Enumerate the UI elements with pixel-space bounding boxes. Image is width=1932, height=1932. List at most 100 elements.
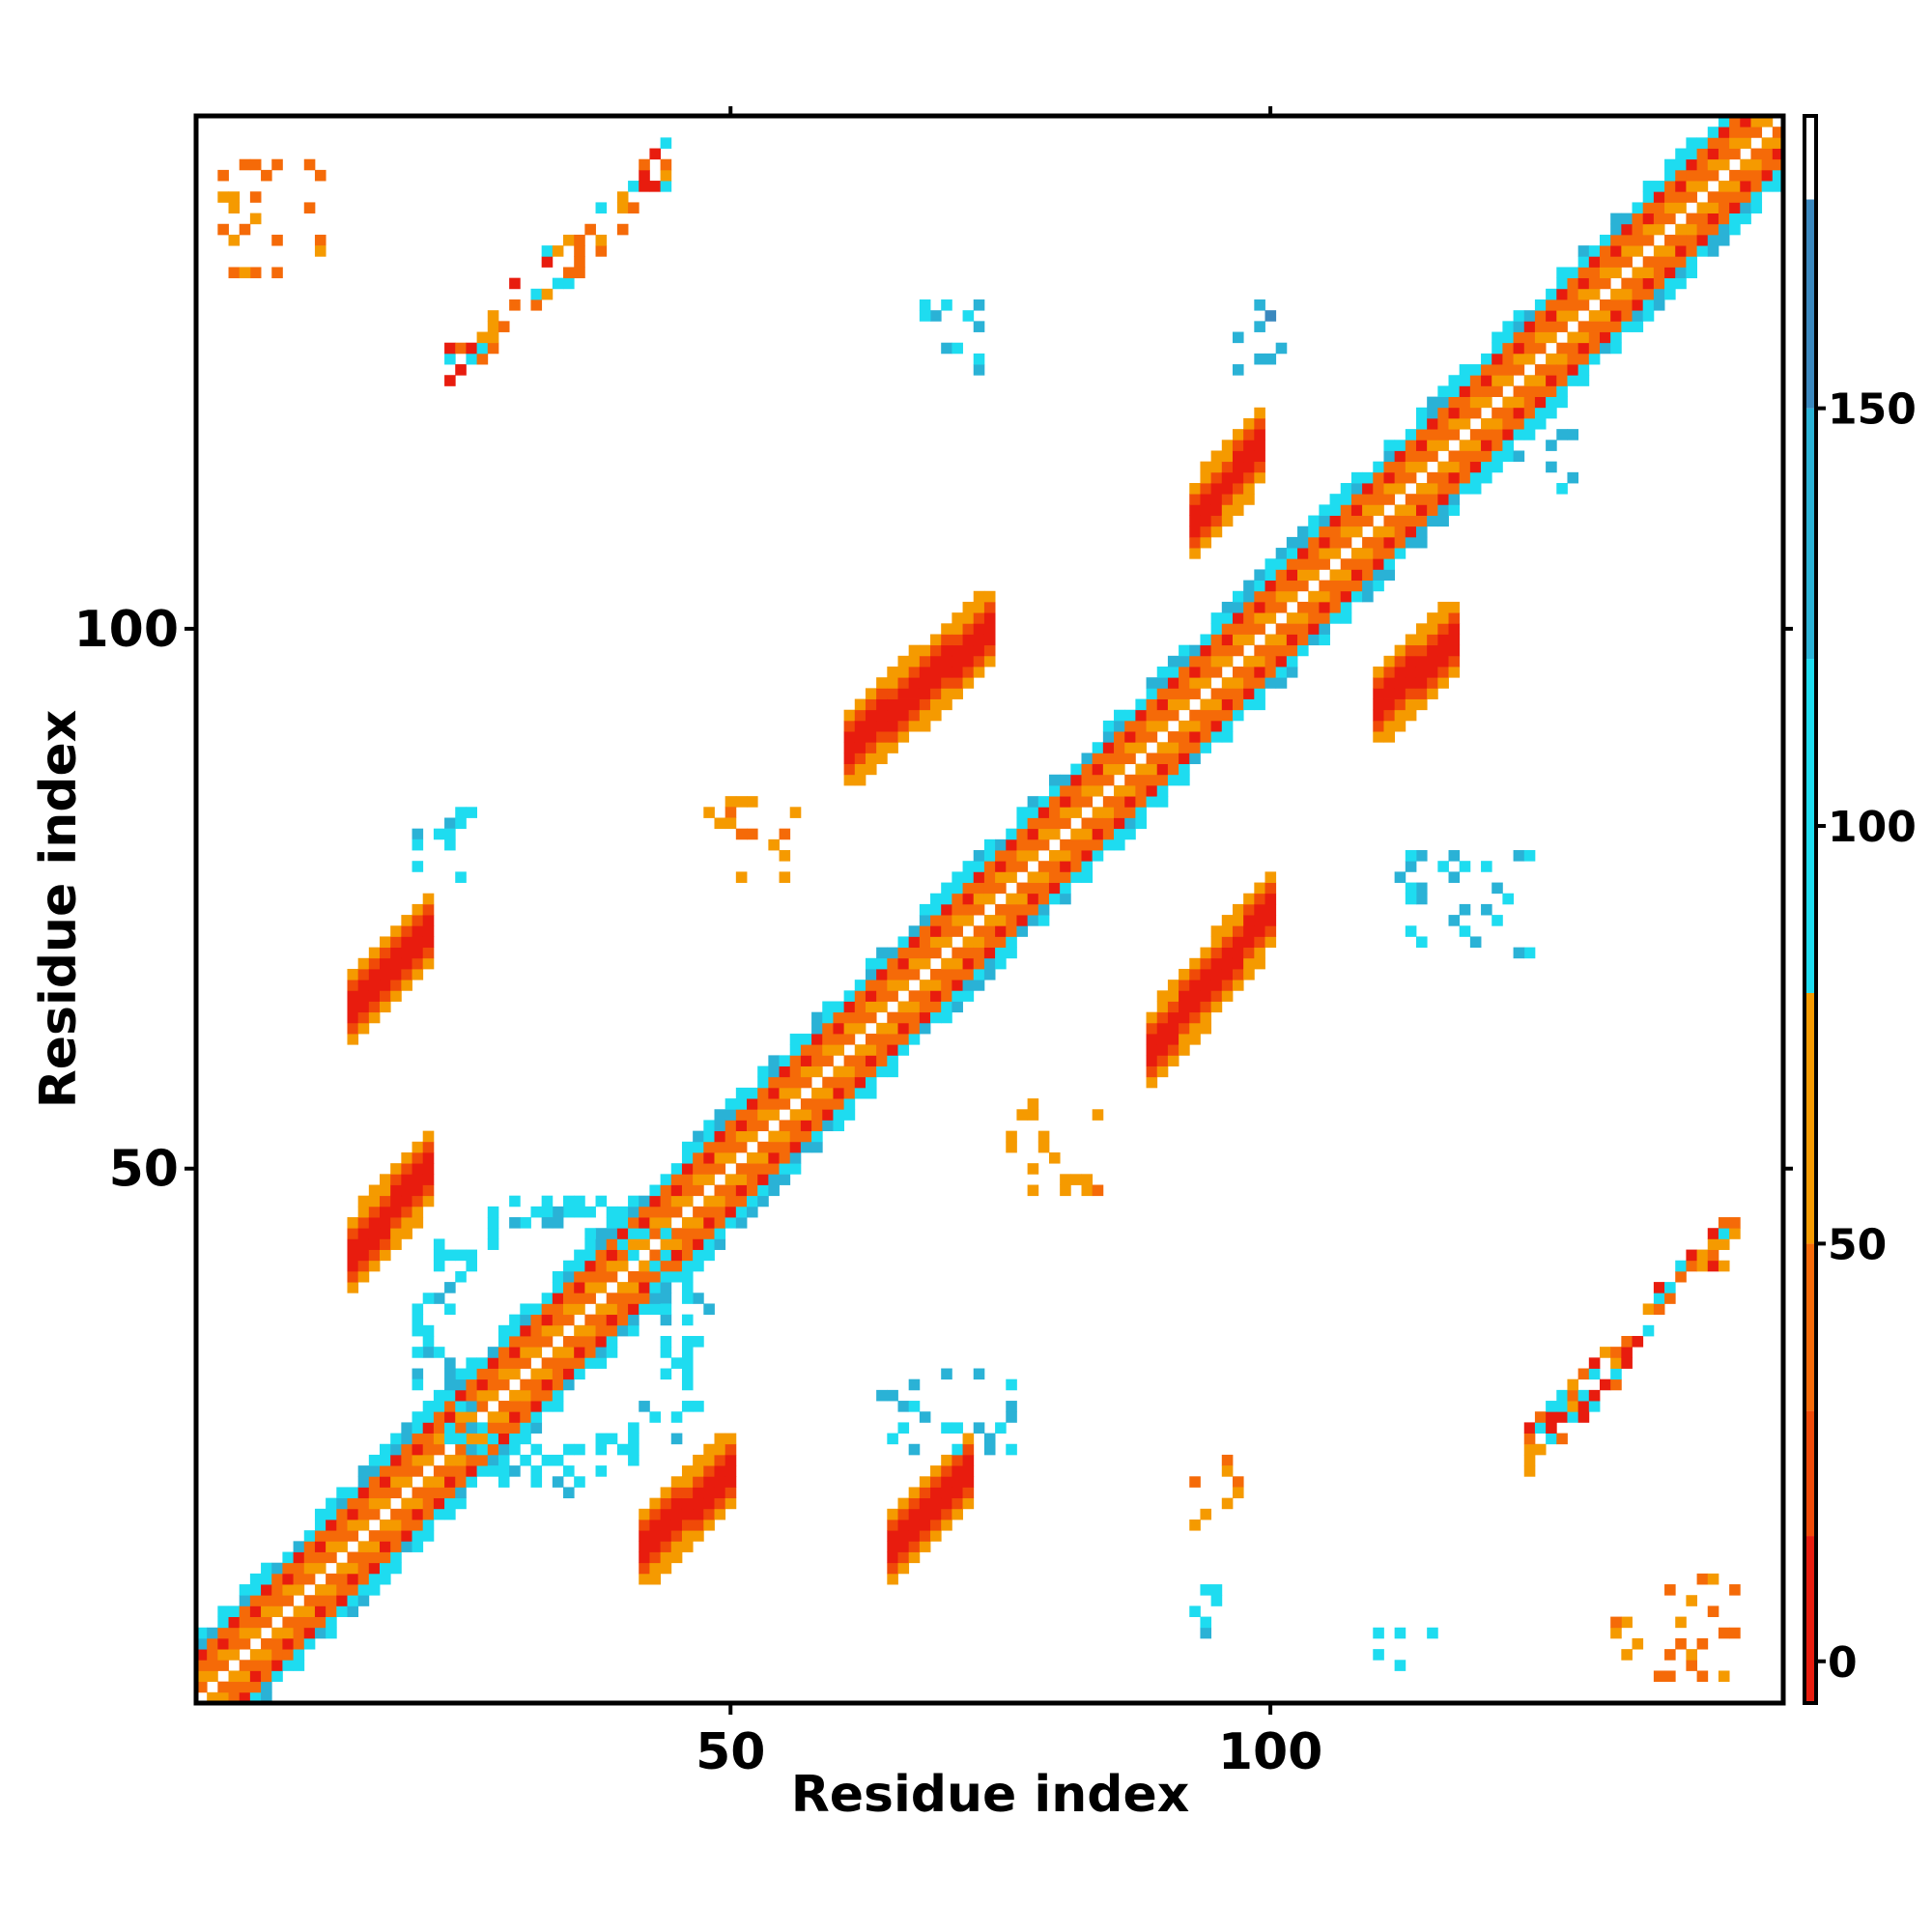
heatmap-cell [1707, 223, 1719, 236]
heatmap-cell [476, 1454, 489, 1466]
heatmap-cell [574, 1303, 585, 1316]
heatmap-cell [854, 763, 867, 776]
heatmap-cell [1254, 601, 1265, 613]
heatmap-cell [347, 1034, 359, 1045]
heatmap-cell [239, 1605, 251, 1617]
heatmap-cell [1243, 612, 1255, 624]
heatmap-cell [1006, 925, 1017, 937]
heatmap-cell [843, 1087, 856, 1099]
heatmap-cell [357, 1195, 370, 1208]
heatmap-cell [520, 1378, 531, 1391]
heatmap-cell [1308, 590, 1320, 603]
heatmap-cell [584, 1347, 596, 1358]
heatmap-cell [811, 1130, 823, 1143]
heatmap-cell [1437, 461, 1449, 473]
heatmap-cell [541, 1293, 554, 1304]
heatmap-cell [1146, 731, 1158, 743]
heatmap-cell [1048, 871, 1061, 883]
heatmap-cell [660, 1347, 672, 1358]
heatmap-cell [444, 1357, 456, 1369]
heatmap-cell [584, 1228, 596, 1239]
heatmap-cell [444, 353, 456, 365]
heatmap-cell [357, 1519, 370, 1531]
heatmap-cell [1502, 417, 1514, 430]
heatmap-cell [941, 915, 952, 926]
heatmap-cell [908, 936, 921, 949]
heatmap-cell [1156, 677, 1169, 689]
heatmap-cell [1577, 288, 1590, 300]
heatmap-cell [368, 968, 381, 980]
heatmap-cell [1686, 234, 1697, 246]
heatmap-cell [1546, 440, 1557, 451]
heatmap-cell [271, 1670, 283, 1683]
heatmap-cell [1210, 494, 1223, 505]
heatmap-cell [1016, 925, 1029, 937]
heatmap-cell [747, 1195, 758, 1208]
heatmap-cell [1599, 342, 1611, 355]
heatmap-cell [380, 980, 391, 991]
heatmap-cell [887, 1541, 898, 1552]
heatmap-cell [271, 158, 283, 171]
heatmap-cell [239, 1584, 251, 1596]
heatmap-cell [865, 753, 877, 765]
heatmap-cell [357, 1497, 370, 1510]
heatmap-cell [293, 1627, 305, 1639]
heatmap-cell [1621, 1616, 1633, 1629]
heatmap-cell [336, 1530, 348, 1542]
heatmap-cell [1707, 1573, 1719, 1585]
heatmap-cell [196, 1681, 208, 1693]
heatmap-cell [941, 1476, 952, 1488]
heatmap-cell [693, 1151, 704, 1164]
heatmap-cell [412, 1487, 424, 1499]
heatmap-cell [1081, 1184, 1094, 1197]
heatmap-cell [962, 1465, 975, 1477]
heatmap-cell [433, 1476, 445, 1488]
heatmap-cell [1362, 558, 1374, 570]
heatmap-cell [1297, 569, 1309, 582]
heatmap-cell [1124, 817, 1136, 830]
heatmap-cell [314, 245, 327, 257]
heatmap-cell [1459, 903, 1471, 916]
heatmap-cell [1415, 526, 1428, 538]
heatmap-cell [520, 1389, 531, 1402]
heatmap-cell [563, 1347, 575, 1358]
heatmap-cell [693, 1401, 704, 1412]
heatmap-cell [444, 342, 456, 355]
heatmap-cell [1523, 342, 1536, 355]
heatmap-cell [380, 1519, 391, 1531]
heatmap-cell [207, 1660, 218, 1671]
heatmap-cell [1427, 471, 1438, 484]
heatmap-cell [444, 375, 456, 386]
heatmap-cell [1060, 807, 1071, 818]
heatmap-cell [1556, 299, 1568, 311]
heatmap-cell [822, 1098, 834, 1110]
heatmap-cell [1373, 1649, 1384, 1661]
heatmap-cell [1534, 364, 1547, 376]
heatmap-cell [1006, 1141, 1017, 1153]
heatmap-cell [217, 1605, 229, 1617]
heatmap-cell [584, 1357, 596, 1369]
heatmap-cell [1696, 137, 1709, 149]
heatmap-cell [616, 1324, 629, 1337]
heatmap-cell [541, 1454, 554, 1466]
heatmap-cell [1577, 321, 1590, 332]
heatmap-cell [941, 667, 952, 678]
heatmap-cell [952, 871, 963, 883]
heatmap-cell [887, 947, 898, 959]
heatmap-cell [1469, 450, 1482, 463]
heatmap-cell [908, 1378, 921, 1391]
heatmap-cell [1243, 634, 1255, 646]
heatmap-cell [541, 1324, 554, 1337]
heatmap-cell [1167, 753, 1179, 765]
heatmap-cell [1405, 655, 1417, 668]
heatmap-cell [1599, 299, 1611, 311]
heatmap-cell [952, 1422, 963, 1434]
heatmap-cell [1232, 461, 1244, 473]
heatmap-cell [1448, 483, 1461, 495]
heatmap-cell [1027, 903, 1039, 916]
heatmap-cell [1016, 850, 1029, 862]
heatmap-cell [983, 1433, 996, 1445]
heatmap-cell [930, 936, 942, 949]
heatmap-cell [326, 1605, 337, 1617]
heatmap-cell [1740, 169, 1751, 182]
